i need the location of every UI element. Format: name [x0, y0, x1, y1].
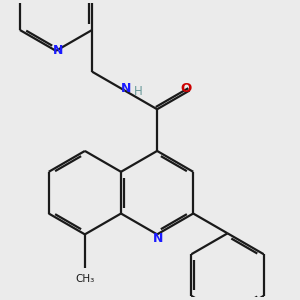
Text: N: N — [152, 232, 163, 245]
Text: N: N — [53, 44, 64, 57]
Text: O: O — [181, 82, 192, 94]
Text: CH₃: CH₃ — [75, 274, 94, 284]
Text: N: N — [121, 82, 132, 95]
Text: H: H — [134, 85, 142, 98]
